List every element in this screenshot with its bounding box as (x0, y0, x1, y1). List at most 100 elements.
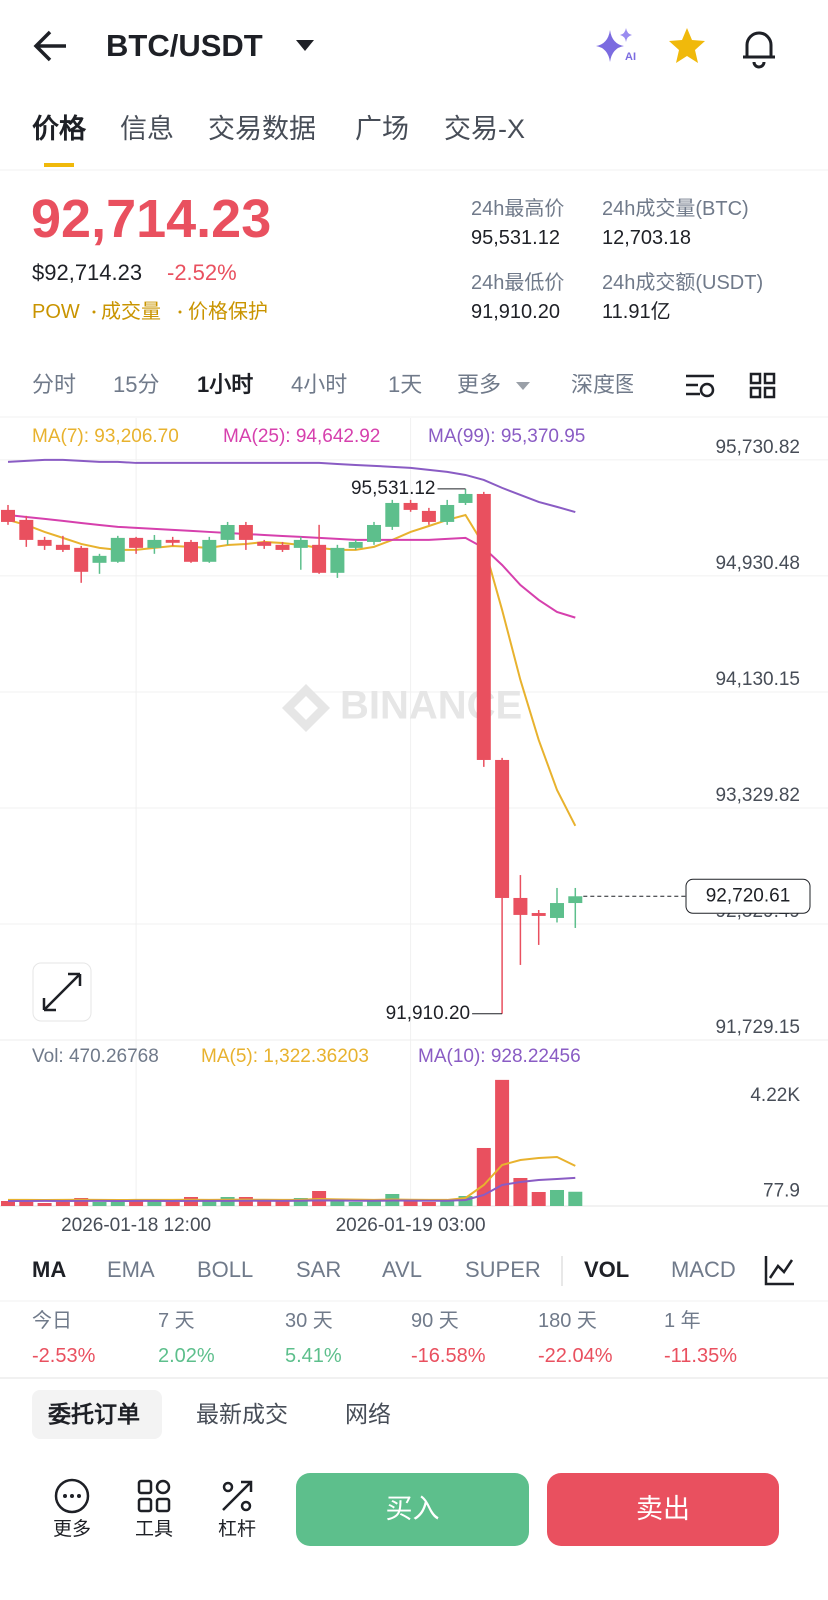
candle-body (55, 544, 70, 550)
tab[interactable]: 交易数据 (208, 114, 316, 144)
perf-period: 180 天 (538, 1310, 597, 1332)
interval[interactable]: 更多 (457, 372, 502, 397)
candle-body (238, 524, 253, 540)
more-caret[interactable] (516, 382, 530, 390)
stat-label: 24h成交额(USDT) (602, 272, 764, 294)
volume-bar (165, 1201, 180, 1206)
perf-period: 30 天 (285, 1310, 333, 1332)
volume-bar (367, 1200, 381, 1206)
volume-tick-label: 77.9 (763, 1181, 800, 1202)
y-tick-label: 94,130.15 (715, 669, 800, 690)
layout-icon[interactable] (749, 372, 776, 399)
interval[interactable]: 1天 (388, 372, 423, 397)
candle-body (19, 519, 34, 540)
leverage-icon[interactable] (222, 1480, 253, 1512)
price-change: -2.52% (167, 260, 237, 285)
candle-body (92, 555, 107, 563)
active-tab-bg (32, 1390, 162, 1439)
buy-button[interactable]: 买入 (385, 1494, 440, 1524)
candle-body (348, 541, 363, 548)
stat-label: 24h最低价 (471, 272, 565, 294)
indicator[interactable]: BOLL (197, 1257, 254, 1282)
interval[interactable]: 4小时 (291, 372, 348, 397)
expand-button[interactable] (32, 962, 92, 1022)
indicator[interactable]: SAR (296, 1257, 342, 1282)
tab[interactable]: 信息 (120, 114, 174, 144)
perf-change: 2.02% (158, 1345, 215, 1367)
candle-body (568, 896, 583, 904)
tab[interactable]: 交易-X (444, 114, 525, 144)
volume-bar (55, 1201, 70, 1206)
candle-body (202, 539, 217, 562)
pair-caret[interactable] (296, 40, 314, 51)
x-tick-label: 2026-01-19 03:00 (336, 1215, 486, 1236)
favorite-icon[interactable] (669, 28, 705, 63)
tool-label[interactable]: 更多 (52, 1519, 91, 1540)
indicator[interactable]: MACD (671, 1259, 736, 1281)
interval[interactable]: 1小时 (197, 372, 254, 397)
tab[interactable]: 广场 (355, 114, 409, 144)
tool-label[interactable]: 工具 (134, 1519, 173, 1540)
candle-body (184, 541, 198, 562)
interval[interactable]: 15分 (113, 372, 160, 397)
tag[interactable]: 价格保护 (188, 301, 268, 323)
volume-bar (348, 1201, 363, 1206)
volume-ma-legend: MA(10): 928.22456 (418, 1046, 581, 1067)
volume-bar (440, 1199, 455, 1206)
indicator[interactable]: SUPER (465, 1257, 541, 1282)
volume-bar (257, 1199, 272, 1206)
y-tick-label: 93,329.82 (715, 785, 800, 806)
tab[interactable]: 价格 (32, 114, 86, 144)
volume-bar (202, 1200, 217, 1206)
y-tick-label: 91,729.15 (715, 1017, 800, 1038)
svg-text:AI: AI (625, 51, 636, 63)
chart-settings-icon[interactable] (686, 374, 715, 398)
indicator[interactable]: EMA (107, 1257, 155, 1282)
stat-value: 91,910.20 (471, 301, 560, 323)
candle-body (312, 544, 327, 573)
y-tick-label: 95,730.82 (715, 437, 800, 458)
stat-label: 24h最高价 (471, 198, 565, 220)
volume-bar (421, 1201, 436, 1206)
order-tab[interactable]: 最新成交 (196, 1401, 288, 1427)
volume-bar (403, 1200, 418, 1206)
annotation: 91,910.20 (386, 1003, 471, 1024)
sell-button[interactable]: 卖出 (636, 1494, 690, 1524)
pair-title[interactable]: BTC/USDT (106, 28, 263, 63)
perf-period: 1 年 (664, 1310, 701, 1332)
indicator-settings-icon[interactable] (764, 1256, 794, 1286)
stat-value: 11.91亿 (602, 301, 671, 323)
tool-label[interactable]: 杠杆 (217, 1519, 256, 1540)
indicator[interactable]: MA (32, 1257, 67, 1282)
volume-bar (330, 1199, 345, 1206)
back-icon[interactable] (33, 30, 66, 62)
tag[interactable]: 成交量 (101, 301, 161, 323)
perf-change: 5.41% (285, 1345, 342, 1367)
interval[interactable]: 深度图 (571, 374, 633, 396)
order-tab[interactable]: 网络 (345, 1401, 391, 1427)
candle-body (293, 539, 308, 548)
tag-sep (178, 310, 182, 314)
order-tab[interactable]: 委托订单 (48, 1401, 140, 1427)
indicator[interactable]: VOL (584, 1257, 630, 1282)
candle-body (367, 524, 381, 542)
candle-body (531, 913, 546, 916)
indicator[interactable]: AVL (382, 1257, 422, 1282)
interval[interactable]: 分时 (32, 372, 77, 397)
candle-body (220, 524, 235, 540)
bell-icon[interactable] (743, 31, 775, 69)
volume-ma-line (8, 1176, 576, 1202)
tag[interactable]: POW (32, 301, 80, 323)
watermark: BINANCE (340, 684, 522, 728)
candle-body (495, 759, 510, 898)
buy-button-bg[interactable] (296, 1473, 529, 1546)
candle-body (476, 493, 491, 760)
sell-button-bg[interactable] (547, 1473, 779, 1546)
volume-bar (129, 1200, 144, 1206)
ma-legend: MA(7): 93,206.70 (32, 426, 179, 447)
tools-icon[interactable] (137, 1479, 171, 1513)
more-icon[interactable] (54, 1478, 90, 1514)
ai-icon[interactable]: AI (596, 28, 636, 63)
candle-body (550, 903, 564, 918)
candle-body (403, 502, 418, 510)
